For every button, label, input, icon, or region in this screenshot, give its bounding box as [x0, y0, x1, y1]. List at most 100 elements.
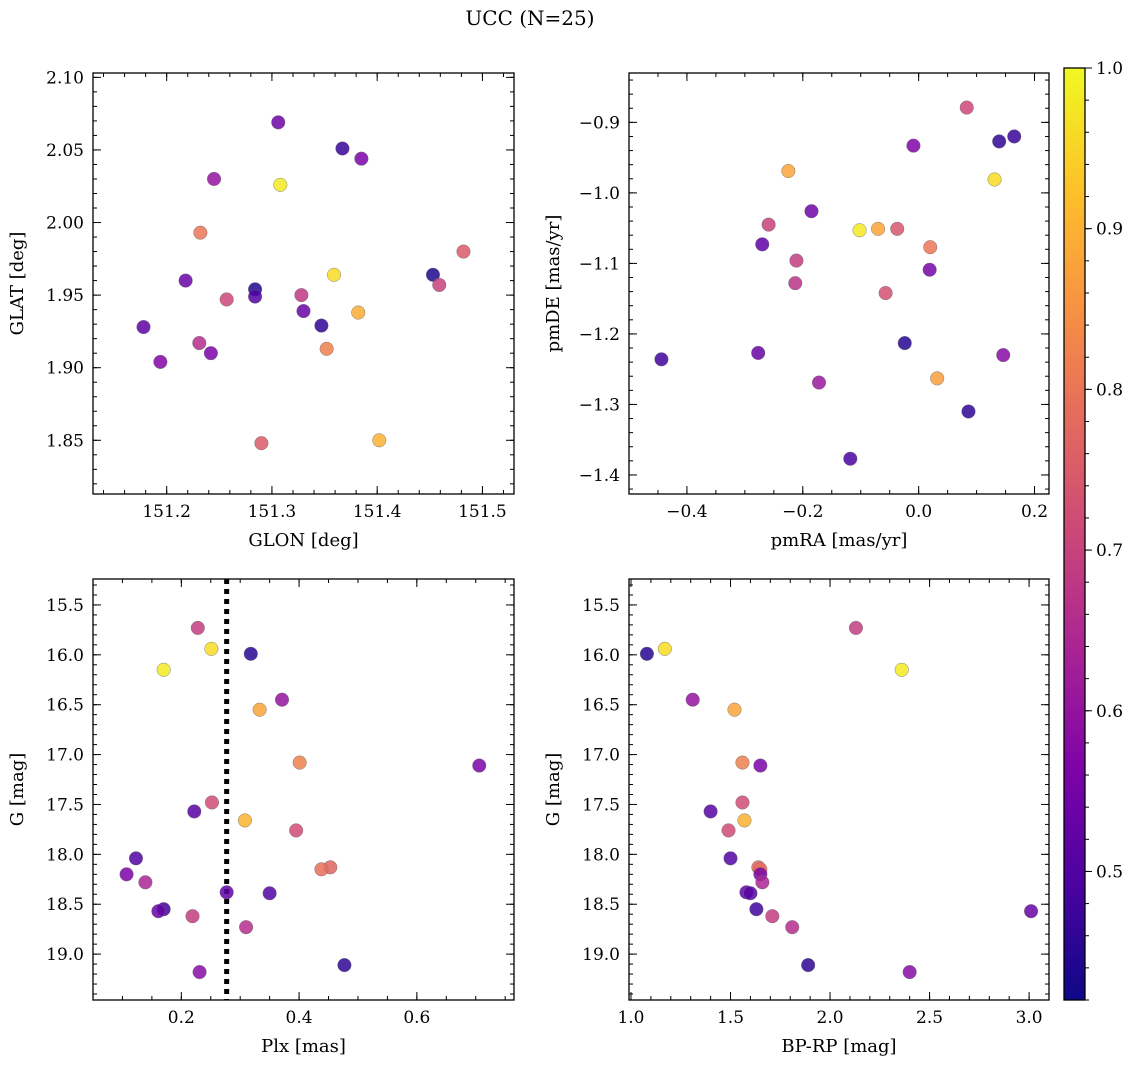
scatter-point: [292, 755, 307, 770]
scatter-point: [289, 823, 304, 838]
scatter-point: [190, 620, 205, 635]
scatter-point: [204, 641, 219, 656]
y-tick-label: 18.0: [46, 845, 84, 865]
scatter-point: [136, 320, 151, 335]
scatter-point: [327, 267, 342, 282]
colorbar-tick-label: 0.5: [1096, 862, 1123, 882]
y-tick-label: 16.5: [46, 696, 84, 716]
y-tick-label: 18.5: [582, 895, 620, 915]
scatter-point: [852, 223, 867, 238]
x-tick-label: −0.2: [782, 502, 823, 522]
x-axis-label: BP-RP [mag]: [781, 1036, 896, 1057]
scatter-point: [1007, 129, 1022, 144]
x-tick-label: 0.0: [905, 502, 932, 522]
colorbar-frame: [1063, 67, 1086, 1001]
scatter-point: [753, 758, 768, 773]
scatter-point: [727, 702, 742, 717]
scatter-point: [987, 172, 1002, 187]
scatter-point: [959, 100, 974, 115]
scatter-points: [639, 620, 1039, 980]
scatter-point: [961, 404, 976, 419]
scatter-point: [219, 885, 234, 900]
scatter-point: [432, 277, 447, 292]
scatter-point: [119, 867, 134, 882]
x-axis-label: GLON [deg]: [248, 530, 358, 551]
colorbar: 0.5 0.6 0.7 0.8 0.9 1.0: [1063, 59, 1123, 1001]
y-tick-label: 1.90: [46, 359, 84, 379]
y-tick-label: 19.0: [46, 945, 84, 965]
x-tick-label: 151.5: [458, 502, 507, 522]
colorbar-tick-label: 0.8: [1096, 380, 1123, 400]
scatter-point: [902, 965, 917, 980]
scatter-point: [930, 371, 945, 386]
scatter-points: [654, 100, 1022, 466]
scatter-point: [425, 267, 440, 282]
scatter-point: [192, 965, 207, 980]
y-axis-label: pmDE [mas/yr]: [543, 215, 564, 353]
scatter-point: [871, 221, 886, 236]
scatter-point: [156, 662, 171, 677]
y-tick-label: 16.0: [582, 646, 620, 666]
scatter-point: [755, 875, 770, 890]
scatter-point: [335, 141, 350, 156]
scatter-point: [151, 904, 166, 919]
scatter-point: [351, 305, 366, 320]
panel-glon-glat: 151.2 151.3 151.4 151.5 1.85 1.90 1.95 2.00 2.05…: [7, 68, 515, 551]
y-tick-label: −1.1: [579, 254, 620, 274]
y-tick-label: 1.95: [46, 286, 84, 306]
scatter-point: [128, 851, 143, 866]
colorbar-tick-label: 0.7: [1096, 541, 1123, 561]
scatter-points: [119, 620, 487, 980]
scatter-point: [906, 138, 921, 153]
x-axis-label: Plx [mas]: [261, 1036, 346, 1057]
x-tick-label: 151.4: [353, 502, 402, 522]
scatter-point: [996, 348, 1011, 363]
x-tick-label: 1.0: [617, 1008, 644, 1028]
scatter-point: [843, 451, 858, 466]
scatter-point: [737, 813, 752, 828]
axes-frame: [628, 578, 1050, 1001]
scatter-point: [456, 244, 471, 259]
scatter-point: [138, 875, 153, 890]
scatter-point: [781, 164, 796, 179]
tick-marks: [93, 73, 514, 494]
scatter-point: [788, 276, 803, 291]
colorbar-tick-label: 0.6: [1096, 702, 1123, 722]
scatter-point: [275, 692, 290, 707]
scatter-point: [294, 288, 309, 303]
scatter-point: [657, 641, 672, 656]
scatter-point: [237, 813, 252, 828]
x-tick-label: 1.5: [717, 1008, 744, 1028]
scatter-point: [801, 958, 816, 973]
y-axis-label: G [mag]: [543, 753, 564, 826]
scatter-point: [296, 304, 311, 319]
scatter-point: [219, 292, 234, 307]
scatter-point: [239, 920, 254, 935]
scatter-point: [765, 909, 780, 924]
y-tick-label: 18.0: [582, 845, 620, 865]
scatter-point: [848, 620, 863, 635]
figure-title: UCC (N=25): [465, 6, 595, 30]
x-tick-label: 0.2: [1021, 502, 1048, 522]
y-tick-label: 17.0: [46, 746, 84, 766]
axes-frame: [92, 72, 515, 495]
panel-pmra-pmde: −0.4 −0.2 0.0 0.2 −1.4 −1.3 −1.2 −1.1 −1.0 −0.9 pm…: [543, 72, 1050, 551]
scatter-point: [743, 886, 758, 901]
panels-layer: 151.2 151.3 151.4 151.5 1.85 1.90 1.95 2.00 2.05…: [7, 68, 1050, 1057]
x-tick-label: −0.4: [666, 502, 707, 522]
axes-frame: [628, 72, 1050, 495]
scatter-point: [685, 692, 700, 707]
scatter-point: [1024, 904, 1039, 919]
y-tick-label: −1.4: [579, 466, 620, 486]
scatter-point: [897, 336, 912, 351]
y-tick-label: 16.0: [46, 646, 84, 666]
scatter-point: [187, 804, 202, 819]
x-tick-label: 0.2: [168, 1008, 195, 1028]
scatter-point: [654, 352, 669, 367]
scatter-point: [923, 240, 938, 255]
y-axis-label: GLAT [deg]: [7, 232, 28, 336]
axes-frame: [92, 578, 515, 1001]
y-tick-label: 19.0: [582, 945, 620, 965]
scatter-point: [319, 341, 334, 356]
scatter-point: [639, 646, 654, 661]
